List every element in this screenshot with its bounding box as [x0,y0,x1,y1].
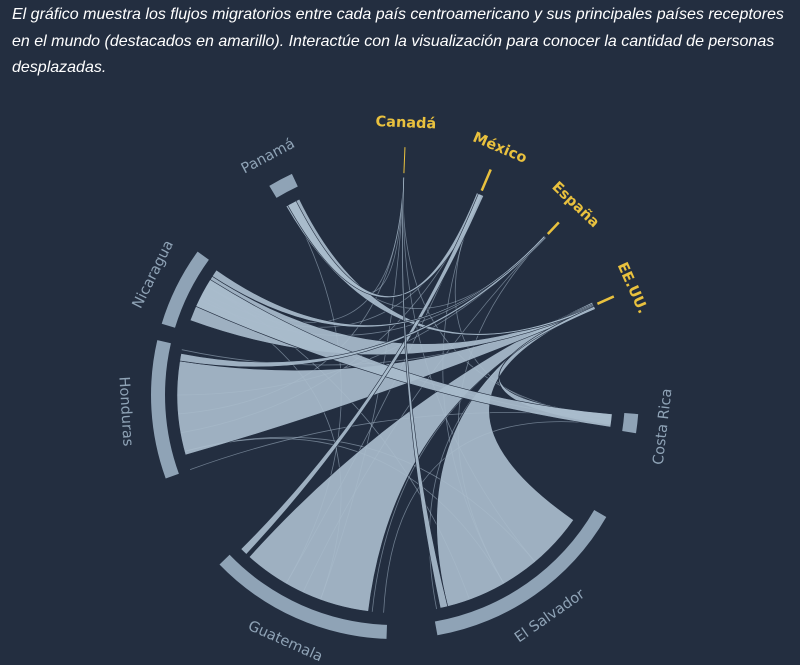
arc-nicaragua[interactable] [161,251,209,328]
tick-eeuu[interactable] [596,295,615,305]
flow-ribbon-panama-to-mexico[interactable] [287,192,483,298]
label-panama: Panamá [239,136,298,177]
flow-ribbon-guatemala-to-mexico[interactable] [240,193,485,555]
flow-ribbon-panama-to-eeuu[interactable] [285,198,596,336]
intro-text: El gráfico muestra los flujos migratorio… [12,6,784,76]
flow-ribbon-el_salvador-to-canada[interactable] [401,176,449,609]
label-mexico: México [470,130,529,167]
label-guatemala: Guatemala [245,618,324,665]
arc-guatemala[interactable] [219,554,388,639]
arc-costa_rica[interactable] [622,413,639,434]
arc-panama[interactable] [269,173,298,198]
label-eeuu: EE.UU. [614,260,651,316]
flow-ribbon-nicaragua-to-espana[interactable] [211,235,546,328]
arc-el_salvador[interactable] [434,510,607,636]
tick-mexico[interactable] [480,168,492,192]
tick-espana[interactable] [546,221,560,235]
label-honduras: Honduras [115,376,135,447]
label-nicaragua: Nicaragua [130,238,177,311]
flow-ribbon-nicaragua-to-costa_rica[interactable] [195,279,613,428]
ribbons-group [176,176,613,613]
label-costa_rica: Costa Rica [651,388,676,466]
arc-honduras[interactable] [151,340,179,479]
tick-canada[interactable] [403,147,406,174]
arcs-group [151,147,639,639]
label-canada: Canadá [375,114,436,132]
